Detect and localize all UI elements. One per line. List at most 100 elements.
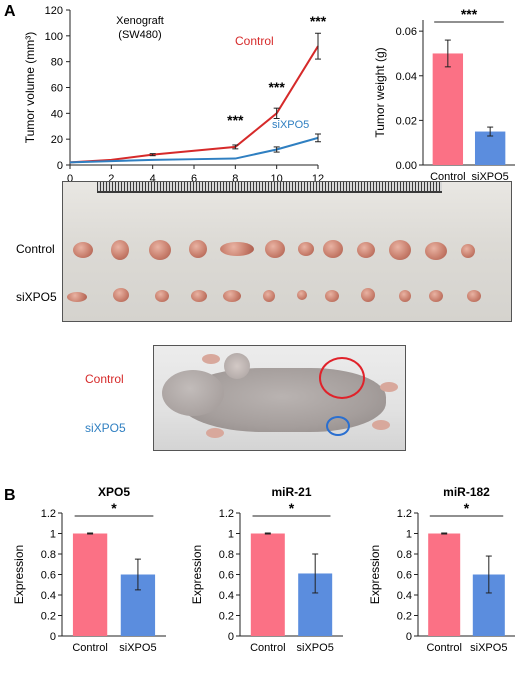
y-tick-label: 0	[50, 631, 56, 643]
significance-marker: ***	[268, 79, 285, 95]
x-category-label: Control	[250, 642, 285, 654]
control-tumor	[73, 242, 93, 258]
control-tumor	[389, 240, 411, 260]
excised-tumors-photo	[62, 181, 512, 322]
mouse-label-control: Control	[85, 372, 124, 386]
control-tumor	[425, 242, 447, 260]
mir21-expression-chart: 0 0.2 0.4 0.6 0.8 1 1.2 Control siXPO5 * Expressio…	[190, 485, 343, 654]
control-tumor	[323, 240, 343, 258]
y-axis-label: Tumor volume (mm³)	[23, 32, 37, 144]
x-category-label: siXPO5	[297, 642, 334, 654]
x-category-label: Control	[430, 171, 465, 183]
x-tick-label: 6	[191, 173, 197, 185]
y-tick-label: 0.2	[41, 611, 56, 623]
control-tumor	[149, 240, 171, 260]
panel-label-b: B	[4, 487, 16, 504]
chart-title: miR-21	[271, 485, 311, 499]
y-tick-label: 0.4	[397, 590, 412, 602]
sixpo5-tumor	[325, 290, 339, 302]
y-tick-label: 0.02	[396, 115, 417, 127]
significance-marker: ***	[310, 13, 327, 29]
sixpo5-tumor	[297, 290, 307, 300]
control-tumor	[357, 242, 375, 258]
mouse-ear	[224, 353, 250, 379]
sixpo5-tumor-circle	[326, 416, 350, 436]
y-tick-label: 40	[51, 108, 63, 120]
sixpo5-series-label: siXPO5	[272, 119, 309, 131]
y-tick-label: 1.2	[41, 508, 56, 520]
sixpo5-tumor	[263, 290, 275, 302]
y-tick-label: 20	[51, 134, 63, 146]
sixpo5-tumor	[361, 288, 375, 302]
control-tumor-circle	[319, 357, 365, 399]
y-tick-label: 60	[51, 83, 63, 95]
x-tick-label: 4	[150, 173, 156, 185]
control-tumor	[298, 242, 314, 256]
significance-marker: *	[464, 500, 470, 516]
sixpo5-tumor	[429, 290, 443, 302]
x-category-label: Control	[426, 642, 461, 654]
sixpo5-tumor	[113, 288, 129, 302]
y-tick-label: 1	[50, 529, 56, 541]
y-axis-label: Expression	[368, 545, 382, 604]
control-tumor	[189, 240, 207, 258]
sixpo5-bar	[474, 131, 506, 165]
mouse-paw	[206, 428, 224, 438]
control-series-line	[69, 45, 319, 164]
control-tumor	[111, 240, 129, 260]
sixpo5-tumor	[191, 290, 207, 302]
y-tick-label: 0.2	[219, 611, 234, 623]
y-tick-label: 0	[406, 631, 412, 643]
y-tick-label: 120	[45, 5, 63, 17]
y-tick-label: 1	[406, 529, 412, 541]
control-bar	[428, 533, 461, 636]
control-bar	[432, 53, 464, 165]
sixpo5-tumor	[399, 290, 411, 302]
y-tick-label: 1	[228, 529, 234, 541]
sixpo5-tumor	[155, 290, 169, 302]
panel-label-a: A	[4, 3, 16, 20]
y-tick-label: 0.6	[219, 570, 234, 582]
y-axis-label: Expression	[190, 545, 204, 604]
x-category-label: siXPO5	[470, 642, 507, 654]
y-axis-label: Tumor weight (g)	[373, 47, 387, 137]
y-tick-label: 0.8	[219, 549, 234, 561]
control-bar	[72, 533, 108, 636]
mouse-label-sixpo5: siXPO5	[85, 421, 126, 435]
y-tick-label: 0.6	[41, 570, 56, 582]
y-tick-label: 0.8	[397, 549, 412, 561]
control-tumor	[265, 240, 285, 258]
x-category-label: siXPO5	[119, 642, 156, 654]
mouse-paw	[372, 420, 390, 430]
photo-label-control: Control	[16, 242, 55, 256]
y-tick-label: 1.2	[219, 508, 234, 520]
y-tick-label: 0.00	[396, 160, 417, 172]
x-category-label: siXPO5	[472, 171, 509, 183]
control-tumor	[461, 244, 475, 258]
y-axis-label: Expression	[12, 545, 26, 604]
y-tick-label: 0	[228, 631, 234, 643]
xpo5-expression-chart: 0 0.2 0.4 0.6 0.8 1 1.2 Control siXPO5 * Expressio…	[12, 485, 166, 654]
y-tick-label: 0.04	[396, 71, 417, 83]
y-tick-label: 80	[51, 57, 63, 69]
sixpo5-tumor	[467, 290, 481, 302]
chart-title: miR-182	[443, 485, 490, 499]
x-tick-label: 2	[108, 173, 114, 185]
control-series-label: Control	[235, 34, 274, 48]
sixpo5-tumor	[67, 292, 87, 302]
chart-annotation-line1: Xenograft	[116, 15, 164, 27]
xenograft-mouse-photo	[153, 345, 406, 451]
y-tick-label: 0.4	[41, 590, 56, 602]
significance-marker: *	[289, 500, 295, 516]
y-tick-label: 0.4	[219, 590, 234, 602]
x-tick-label: 0	[67, 173, 73, 185]
mir182-expression-chart: 0 0.2 0.4 0.6 0.8 1 1.2 Control siXPO5 * Expressio…	[368, 485, 515, 654]
y-tick-label: 1.2	[397, 508, 412, 520]
chart-title: XPO5	[98, 485, 130, 499]
mouse-paw	[202, 354, 220, 364]
tumor-growth-chart: 020406080100120024681012Time (days)Tumor…	[23, 5, 327, 199]
control-bar	[250, 533, 285, 636]
y-tick-label: 0.06	[396, 26, 417, 38]
